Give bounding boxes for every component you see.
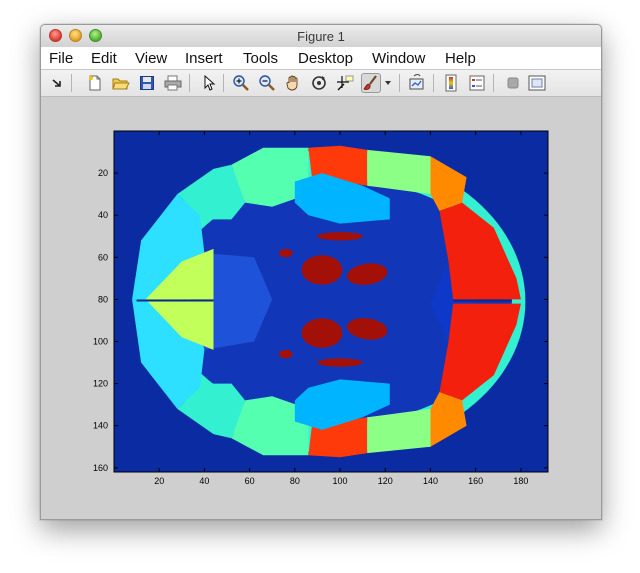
region-dark-red-5 [317, 232, 363, 241]
dock-icon[interactable] [47, 73, 67, 93]
region-dark-red-8 [279, 349, 293, 359]
hide-plot-tools-icon[interactable] [503, 73, 523, 93]
menu-file[interactable]: File [49, 50, 74, 67]
x-tick-label: 20 [154, 476, 164, 486]
region-dark-red-4 [346, 318, 388, 340]
toolbar-separator [71, 74, 72, 92]
y-tick-label: 80 [98, 294, 108, 304]
region-lower-sky [294, 379, 390, 430]
x-tick-label: 100 [333, 476, 348, 486]
region-dark-red-2 [346, 263, 388, 285]
toolbar-separator [189, 74, 190, 92]
region-top-seafoam [231, 147, 309, 207]
region-dark-red-6 [279, 248, 293, 258]
toolbar-separator [433, 74, 434, 92]
y-tick-label: 20 [98, 168, 108, 178]
minimize-button[interactable] [69, 29, 82, 42]
y-axis: 20 40 60 80 100 120 140 160 [93, 168, 548, 473]
region-inner [168, 179, 512, 424]
region-bottom-aqua [177, 383, 246, 439]
zoom-out-icon[interactable] [257, 73, 277, 93]
region-top-orange [430, 156, 467, 211]
axes-frame [113, 130, 549, 473]
y-tick-label: 160 [93, 463, 108, 473]
region-bottom-seafoam [231, 396, 309, 456]
rotate-3d-icon[interactable] [309, 73, 329, 93]
x-tick-label: 160 [468, 476, 483, 486]
print-icon[interactable] [163, 73, 183, 93]
region-bottom-green [367, 408, 431, 454]
x-tick-label: 180 [513, 476, 528, 486]
menu-edit[interactable]: Edit [91, 50, 117, 67]
insert-colorbar-icon[interactable] [441, 73, 461, 93]
new-figure-icon[interactable] [85, 73, 105, 93]
x-axis: 20 40 60 80 100 120 140 160 180 [154, 131, 528, 486]
title-bar[interactable]: Figure 1 [41, 25, 601, 48]
zoom-button[interactable] [89, 29, 102, 42]
insert-legend-icon[interactable] [467, 73, 487, 93]
axes-plot[interactable]: 20 40 60 80 100 120 140 160 180 20 40 60 80 100 120 14… [41, 97, 601, 519]
y-tick-label: 40 [98, 210, 108, 220]
region-bottom-orange [430, 392, 467, 447]
menu-view[interactable]: View [135, 50, 168, 67]
region-right-upper-red [439, 202, 521, 300]
region-right-lower-red [439, 303, 521, 401]
brush-dropdown-icon[interactable] [383, 73, 393, 93]
link-plot-icon[interactable] [407, 73, 427, 93]
x-tick-label: 120 [378, 476, 393, 486]
figure-canvas[interactable]: 20 40 60 80 100 120 140 160 180 20 40 60 80 100 120 14… [41, 97, 601, 519]
x-tick-label: 60 [245, 476, 255, 486]
toolbar-separator [493, 74, 494, 92]
close-button[interactable] [49, 29, 62, 42]
region-left-upper-yellow [145, 248, 214, 300]
region-top-aqua [177, 164, 246, 220]
region-top-red-2 [340, 145, 368, 186]
x-tick-label: 80 [290, 476, 300, 486]
y-tick-label: 60 [98, 252, 108, 262]
heatmap-image [132, 145, 526, 458]
data-cursor-icon[interactable] [335, 73, 355, 93]
menu-help[interactable]: Help [445, 50, 476, 67]
x-tick-label: 40 [199, 476, 209, 486]
x-tick-label: 140 [423, 476, 438, 486]
menu-tools[interactable]: Tools [243, 50, 279, 67]
y-tick-label: 100 [93, 336, 108, 346]
menu-window[interactable]: Window [372, 50, 426, 67]
window-title: Figure 1 [297, 29, 345, 44]
toolbar-separator [399, 74, 400, 92]
y-tick-label: 120 [93, 379, 108, 389]
menu-insert[interactable]: Insert [185, 50, 223, 67]
region-top-green [367, 149, 431, 195]
pan-icon[interactable] [283, 73, 303, 93]
region-bottom-red-2 [340, 417, 368, 458]
show-plot-tools-icon[interactable] [527, 73, 547, 93]
brush-icon[interactable] [361, 73, 381, 93]
region-left-lower-yellow [145, 299, 214, 350]
region-dark-red-3 [301, 318, 343, 348]
figure-toolbar [41, 70, 601, 97]
toolbar-separator [223, 74, 224, 92]
region-dark-red-1 [301, 255, 343, 285]
figure-window: Figure 1 File Edit View Insert Tools Des… [40, 24, 602, 520]
menu-bar: File Edit View Insert Tools Desktop Wind… [41, 47, 601, 70]
zoom-in-icon[interactable] [231, 73, 251, 93]
menu-desktop[interactable]: Desktop [298, 50, 354, 67]
y-tick-label: 140 [93, 421, 108, 431]
open-file-icon[interactable] [111, 73, 131, 93]
region-upper-sky [294, 173, 390, 224]
pointer-icon[interactable] [199, 73, 219, 93]
save-icon[interactable] [137, 73, 157, 93]
region-dark-red-7 [317, 358, 363, 367]
